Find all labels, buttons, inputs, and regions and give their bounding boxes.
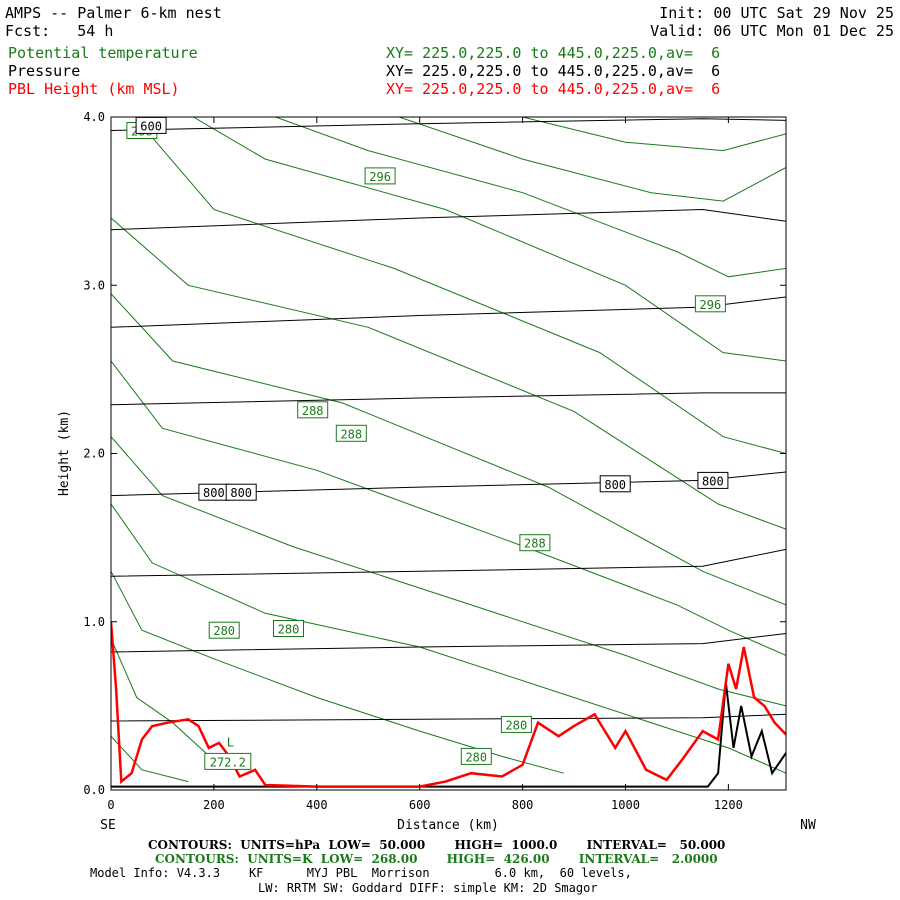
x-tick-label-6: 1200 [714,798,743,812]
pressure-contour-3 [111,471,786,497]
field-pbl-xy: XY= 225.0,225.0 to 445.0,225.0,av= 6 [386,80,721,98]
theta-label-9: 280 [465,750,487,764]
right-end-label: NW [800,818,816,833]
forecast-hour: Fcst: 54 h [5,22,114,40]
y-tick-label-3: 3.0 [83,278,105,292]
plot-frame [110,116,787,791]
left-end-label: SE [100,818,116,833]
field-theta-xy: XY= 225.0,225.0 to 445.0,225.0,av= 6 [386,44,721,62]
x-tick-label-5: 1000 [611,798,640,812]
theta-contour-7 [111,217,786,530]
theta-label-1-box [364,167,396,185]
theta-label-10-box [204,752,252,770]
x-tick-label-2: 400 [306,798,328,812]
pressure-label-0: 800 [203,486,225,500]
theta-label-6-box [208,621,240,639]
theta-contour-5 [111,360,786,656]
pressure-label-4: 600 [140,119,162,133]
x-tick-label-3: 600 [409,798,431,812]
pressure-label-1: 800 [230,486,252,500]
x-tick-label-1: 200 [203,798,225,812]
theta-label-1: 296 [369,170,391,184]
theta-label-5-box [519,534,551,552]
theta-contour-1 [111,638,225,771]
theta-contour-2 [111,571,564,774]
theta-contour-10 [275,117,786,278]
pressure-label-1-box [225,483,257,501]
footer-model-info: Model Info: V4.3.3 KF MYJ PBL Morrison 6… [90,866,632,880]
footer-physics-info: LW: RRTM SW: Goddard DIFF: simple KM: 2D… [258,881,598,895]
pressure-label-2-box [599,475,631,493]
theta-contour-0 [111,735,189,783]
theta-label-4-box [335,424,367,442]
field-pressure-xy: XY= 225.0,225.0 to 445.0,225.0,av= 6 [386,62,721,80]
field-pressure-label: Pressure [8,62,81,80]
theta-label-3: 288 [302,404,324,418]
low-marker: L [227,735,234,749]
theta-contour-12 [522,117,786,152]
theta-label-7-box [273,620,304,637]
theta-label-3-box [297,401,329,419]
theta-contour-6 [111,293,786,606]
theta-label-9-box [460,747,492,765]
pbl-height-line [111,621,786,788]
x-tick-label-4: 800 [512,798,534,812]
theta-label-5: 288 [524,537,546,551]
y-tick-label-0: 0.0 [83,783,105,797]
theta-label-8: 280 [506,718,528,732]
chart-title: AMPS -- Palmer 6-km nest [5,4,222,22]
pressure-label-2: 800 [604,478,626,492]
y-tick-label-2: 2.0 [83,447,105,461]
theta-label-2-box [694,295,726,313]
terrain-line [111,682,786,788]
field-theta-label: Potential temperature [8,44,198,62]
pressure-contour-7 [111,118,786,131]
theta-label-2: 296 [700,298,722,312]
footer-pressure-contours: CONTOURS: UNITS=hPa LOW= 50.000 HIGH= 10… [148,838,726,852]
pressure-contour-2 [111,548,786,577]
pressure-contour-0 [111,713,786,722]
init-time: Init: 00 UTC Sat 29 Nov 25 [659,4,894,22]
pressure-contour-5 [111,296,786,328]
theta-contour-4 [111,436,786,707]
pressure-contour-6 [111,208,786,231]
theta-label-6: 280 [213,624,235,638]
pressure-label-3: 800 [702,474,724,488]
pressure-label-3-box [697,471,729,489]
theta-label-10: 272.2 [210,755,246,769]
theta-contour-11 [398,117,786,202]
theta-contour-9 [193,117,786,362]
pressure-contour-4 [111,392,786,406]
footer-theta-contours: CONTOURS: UNITS=K LOW= 268.00 HIGH= 426.… [155,852,718,866]
x-tick-label-0: 0 [107,798,114,812]
theta-label-7: 280 [278,623,300,637]
x-axis-label: Distance (km) [397,818,499,833]
y-tick-label-1: 1.0 [83,615,105,629]
y-axis-label: Height (km) [57,410,72,496]
theta-label-4: 288 [340,427,362,441]
theta-contour-8 [141,125,786,454]
valid-time: Valid: 06 UTC Mon 01 Dec 25 [650,22,894,40]
theta-label-8-box [500,715,532,733]
pressure-contour-1 [111,633,786,653]
y-tick-label-4: 4.0 [83,110,105,124]
field-pbl-label: PBL Height (km MSL) [8,80,180,98]
